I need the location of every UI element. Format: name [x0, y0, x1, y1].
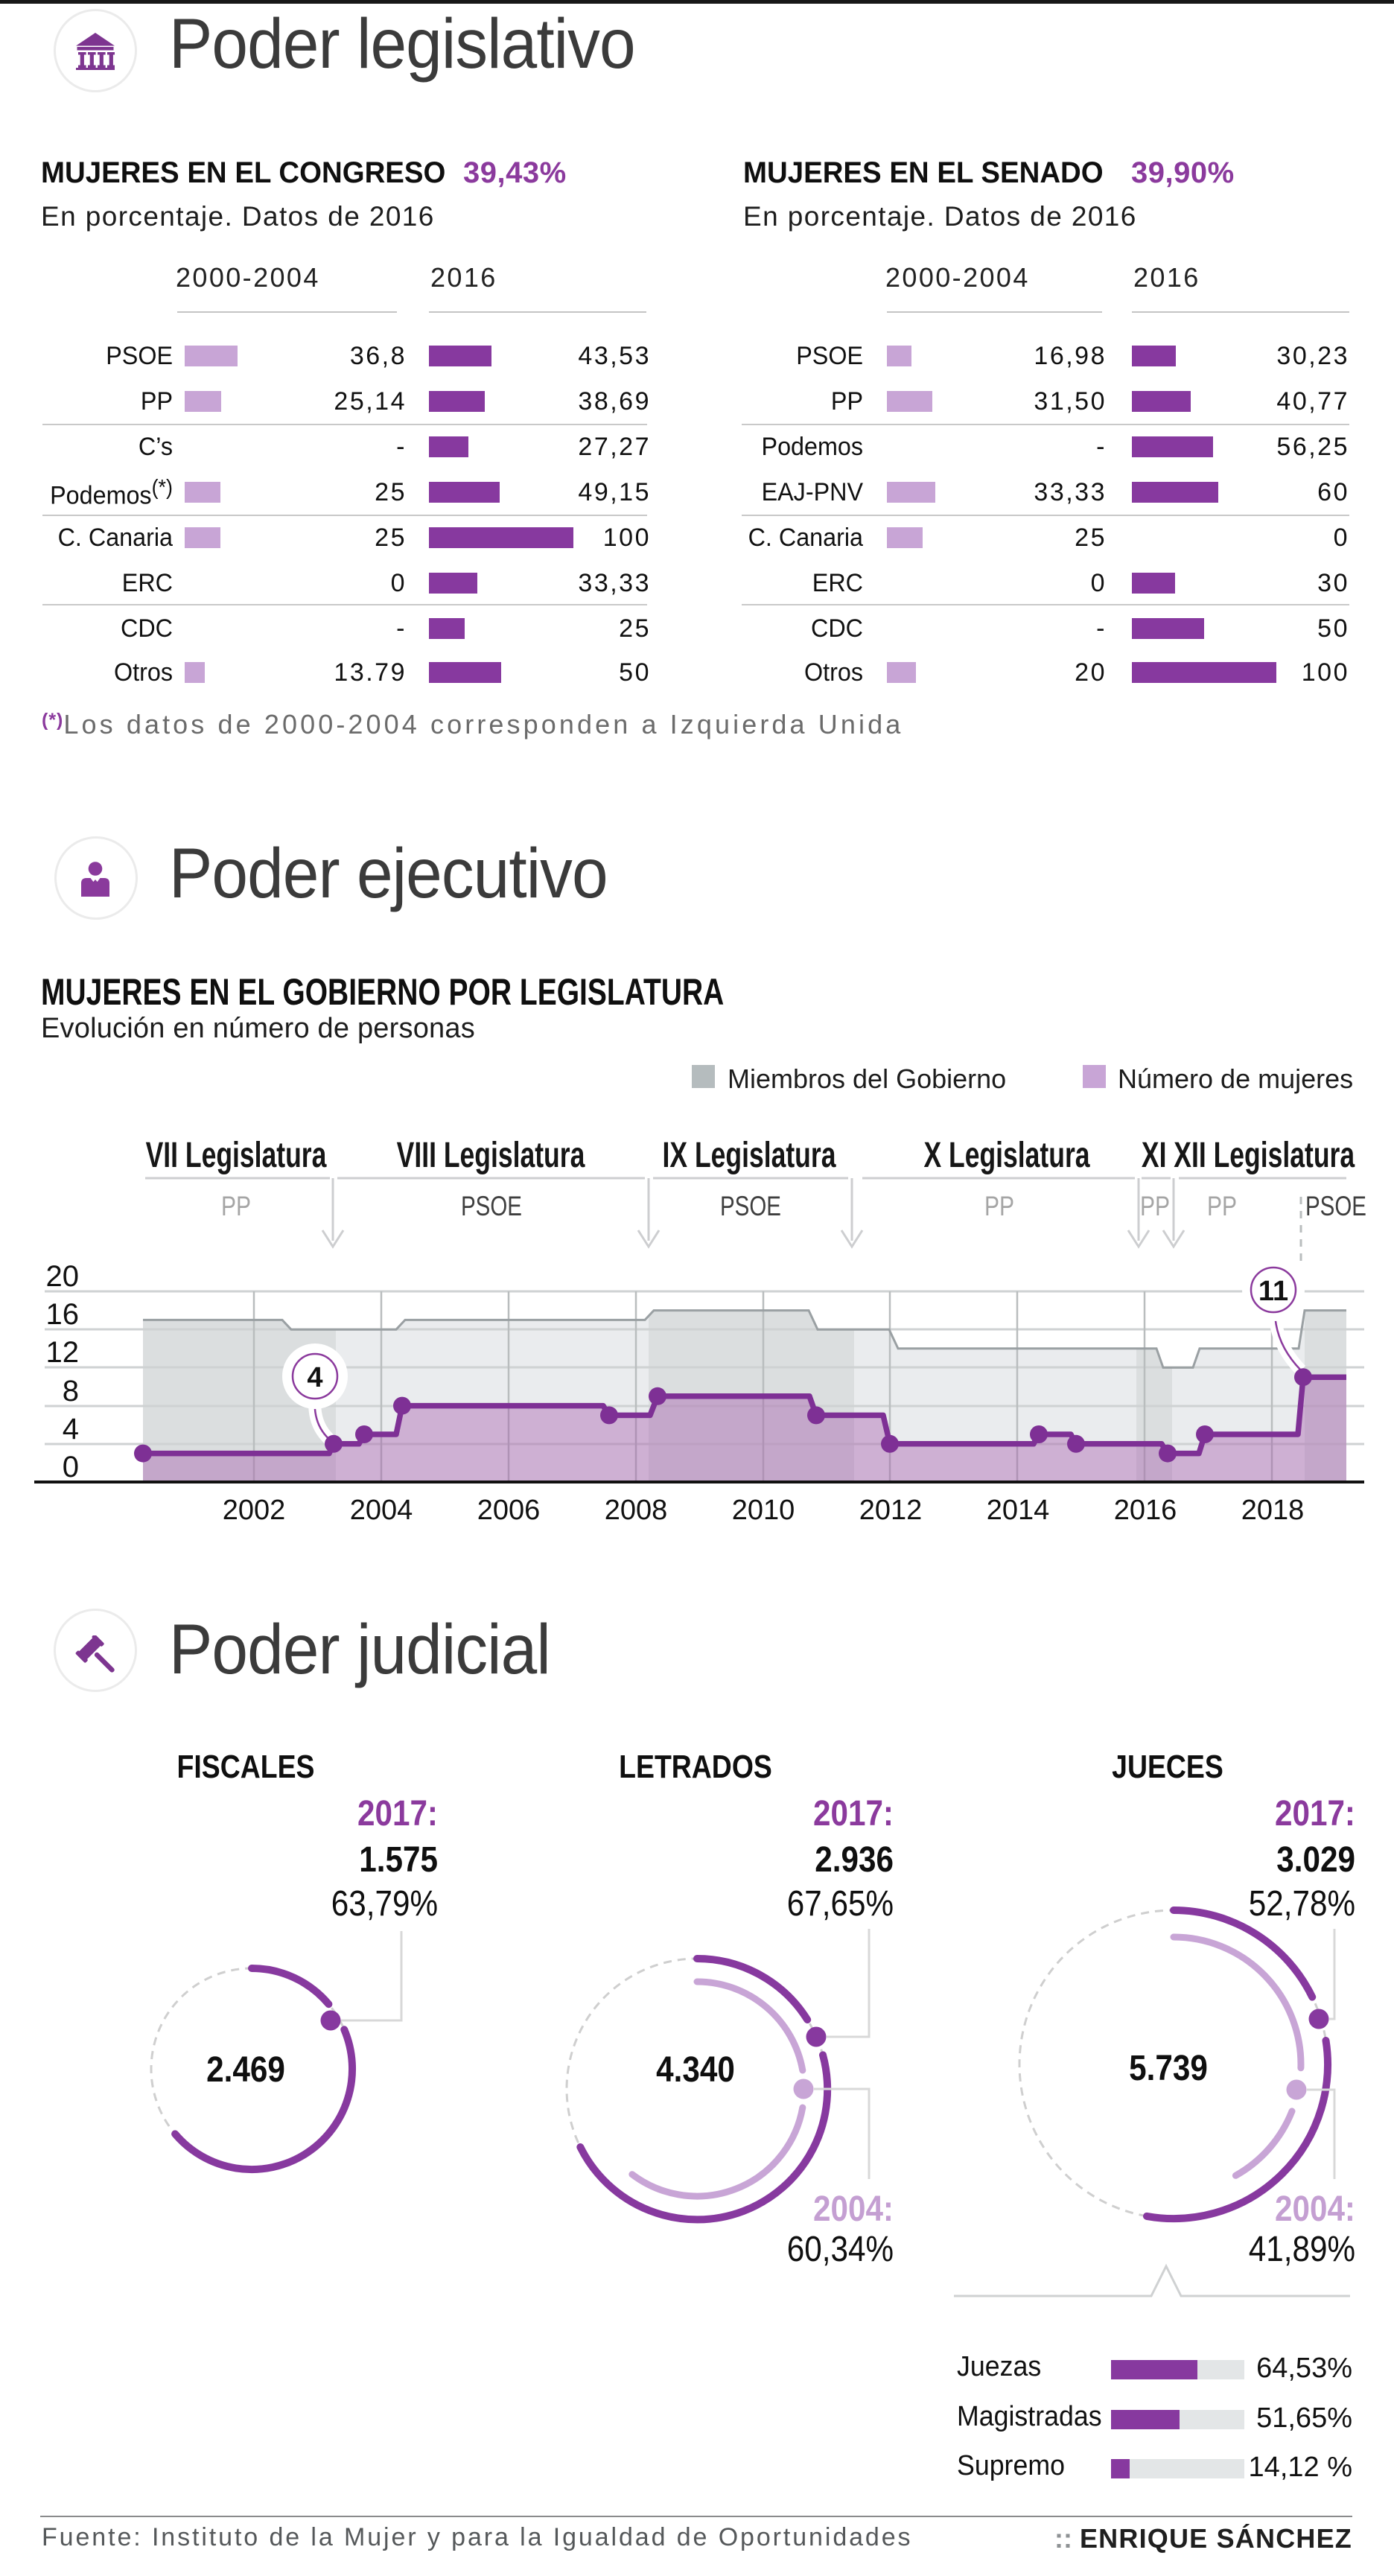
svg-text:PSOE: PSOE — [720, 1191, 781, 1221]
svg-text:20: 20 — [46, 1260, 80, 1293]
svg-text:2006: 2006 — [477, 1495, 541, 1526]
svg-text:PSOE: PSOE — [1305, 1191, 1366, 1221]
svg-text:PP: PP — [1207, 1191, 1237, 1221]
svg-text:2016: 2016 — [1114, 1495, 1177, 1526]
svg-text:2012: 2012 — [859, 1495, 923, 1526]
svg-text:2010: 2010 — [732, 1495, 795, 1526]
svg-text:PP: PP — [1140, 1191, 1170, 1221]
svg-text:11: 11 — [1258, 1276, 1288, 1307]
svg-text:16: 16 — [46, 1298, 80, 1331]
svg-text:2004: 2004 — [350, 1495, 413, 1526]
svg-text:2008: 2008 — [605, 1495, 668, 1526]
svg-text:2014: 2014 — [987, 1495, 1050, 1526]
svg-text:4: 4 — [63, 1413, 79, 1446]
svg-text:0: 0 — [63, 1451, 79, 1483]
svg-text:4: 4 — [307, 1362, 322, 1393]
svg-text:PP: PP — [221, 1191, 251, 1221]
svg-text:12: 12 — [46, 1336, 80, 1369]
svg-text:8: 8 — [63, 1375, 79, 1408]
svg-text:PSOE: PSOE — [461, 1191, 522, 1221]
svg-text:2002: 2002 — [223, 1495, 286, 1526]
svg-text:2018: 2018 — [1241, 1495, 1305, 1526]
svg-text:PP: PP — [984, 1191, 1014, 1221]
